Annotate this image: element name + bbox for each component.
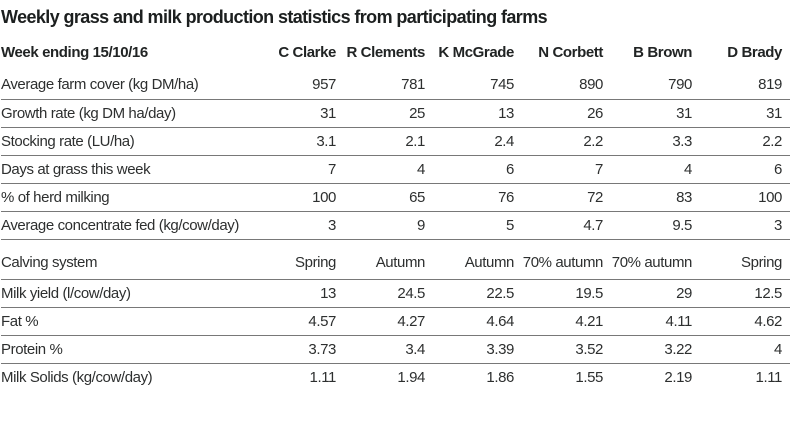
cell-value: 6 — [774, 160, 782, 178]
cell-value: 3.1 — [316, 132, 336, 150]
cell-value: 12.5 — [754, 284, 782, 302]
cell-value: 70% autumn — [522, 253, 604, 271]
cell-value: 7 — [595, 160, 603, 178]
cell-value: 1.11 — [309, 368, 337, 386]
cell-value: 3.22 — [664, 340, 692, 358]
page-title: Weekly grass and milk production statist… — [1, 6, 548, 27]
cell-value: 3.3 — [672, 132, 692, 150]
cell-value: Spring — [741, 253, 782, 271]
cell-value: 4.57 — [308, 312, 336, 330]
cell-value: 4.11 — [665, 312, 693, 330]
table-row-growth-rate: Growth rate (kg DM ha/day) 31 25 13 26 3… — [1, 99, 790, 127]
cell-value: 100 — [312, 188, 336, 206]
cell-value: 29 — [676, 284, 692, 302]
cell-value: 781 — [401, 76, 425, 94]
cell-value: 13 — [320, 284, 336, 302]
cell-value: 819 — [758, 76, 782, 94]
cell-value: 19.5 — [575, 284, 603, 302]
cell-value: 3.39 — [486, 340, 514, 358]
table-row-protein-percent: Protein % 3.73 3.4 3.39 3.52 3.22 4 — [1, 335, 790, 363]
table-row-milk-yield: Milk yield (l/cow/day) 13 24.5 22.5 19.5… — [1, 279, 790, 307]
table-row-stocking-rate: Stocking rate (LU/ha) 3.1 2.1 2.4 2.2 3.… — [1, 127, 790, 155]
table-row-fat-percent: Fat % 4.57 4.27 4.64 4.21 4.11 4.62 — [1, 307, 790, 335]
cell-value: Autumn — [464, 253, 515, 271]
table-row-average-farm-cover: Average farm cover (kg DM/ha) 957 781 74… — [1, 71, 790, 99]
cell-value: 3.52 — [575, 340, 603, 358]
row-label: Milk yield (l/cow/day) — [1, 284, 131, 302]
table-row-calving-system: Calving system Spring Autumn Autumn 70% … — [1, 239, 790, 279]
row-label: Fat % — [1, 312, 39, 330]
column-header-d-brady: D Brady — [727, 44, 782, 61]
row-label: Stocking rate (LU/ha) — [1, 132, 135, 150]
cell-value: 1.55 — [575, 368, 603, 386]
cell-value: 9.5 — [672, 216, 692, 234]
column-header-k-mcgrade: K McGrade — [438, 44, 514, 61]
cell-value: 3.4 — [405, 340, 425, 358]
cell-value: 65 — [409, 188, 425, 206]
table-row-days-at-grass: Days at grass this week 7 4 6 7 4 6 — [1, 155, 790, 183]
cell-value: 70% autumn — [611, 253, 693, 271]
cell-value: 25 — [409, 104, 425, 122]
cell-value: 24.5 — [397, 284, 425, 302]
row-label: Average farm cover (kg DM/ha) — [1, 76, 199, 94]
cell-value: 957 — [312, 76, 336, 94]
cell-value: 100 — [758, 188, 782, 206]
column-header-n-corbett: N Corbett — [538, 44, 603, 61]
cell-value: 2.1 — [405, 132, 425, 150]
cell-value: 3.73 — [308, 340, 336, 358]
column-header-b-brown: B Brown — [633, 44, 692, 61]
week-ending-header: Week ending 15/10/16 — [1, 44, 148, 61]
row-label: Average concentrate fed (kg/cow/day) — [1, 216, 239, 234]
cell-value: 26 — [587, 104, 603, 122]
cell-value: 4 — [684, 160, 692, 178]
row-label: Milk Solids (kg/cow/day) — [1, 368, 153, 386]
table-row-milk-solids: Milk Solids (kg/cow/day) 1.11 1.94 1.86 … — [1, 363, 790, 391]
cell-value: 1.94 — [397, 368, 425, 386]
row-label: Growth rate (kg DM ha/day) — [1, 104, 176, 122]
cell-value: 83 — [676, 188, 692, 206]
cell-value: Autumn — [375, 253, 426, 271]
cell-value: 2.2 — [583, 132, 603, 150]
column-header-r-clements: R Clements — [346, 44, 425, 61]
cell-value: 76 — [498, 188, 514, 206]
cell-value: 7 — [328, 160, 336, 178]
cell-value: 1.86 — [486, 368, 514, 386]
cell-value: 890 — [579, 76, 603, 94]
cell-value: 5 — [506, 216, 514, 234]
row-label: Calving system — [1, 253, 98, 271]
cell-value: 4.7 — [583, 216, 603, 234]
cell-value: 22.5 — [486, 284, 514, 302]
cell-value: 31 — [676, 104, 692, 122]
cell-value: 31 — [320, 104, 336, 122]
cell-value: 4 — [417, 160, 425, 178]
table-row-concentrate-fed: Average concentrate fed (kg/cow/day) 3 9… — [1, 211, 790, 239]
cell-value: 72 — [587, 188, 603, 206]
cell-value: 9 — [417, 216, 425, 234]
cell-value: 4.27 — [397, 312, 425, 330]
farm-statistics-table: Week ending 15/10/16 C Clarke R Clements… — [1, 35, 790, 391]
cell-value: 31 — [766, 104, 782, 122]
cell-value: 1.11 — [755, 368, 783, 386]
cell-value: 4.21 — [575, 312, 603, 330]
cell-value: 4.62 — [754, 312, 782, 330]
cell-value: 745 — [490, 76, 514, 94]
column-header-c-clarke: C Clarke — [278, 44, 336, 61]
cell-value: 3 — [328, 216, 336, 234]
cell-value: 3 — [774, 216, 782, 234]
cell-value: 6 — [506, 160, 514, 178]
cell-value: 4 — [774, 340, 782, 358]
row-label: Protein % — [1, 340, 63, 358]
row-label: Days at grass this week — [1, 160, 151, 178]
cell-value: 2.4 — [494, 132, 514, 150]
cell-value: 2.19 — [664, 368, 692, 386]
cell-value: 2.2 — [762, 132, 782, 150]
cell-value: 4.64 — [486, 312, 514, 330]
row-label: % of herd milking — [1, 188, 110, 206]
table-row-herd-milking: % of herd milking 100 65 76 72 83 100 — [1, 183, 790, 211]
table-header-row: Week ending 15/10/16 C Clarke R Clements… — [1, 35, 790, 71]
cell-value: Spring — [295, 253, 336, 271]
cell-value: 790 — [668, 76, 692, 94]
cell-value: 13 — [498, 104, 514, 122]
